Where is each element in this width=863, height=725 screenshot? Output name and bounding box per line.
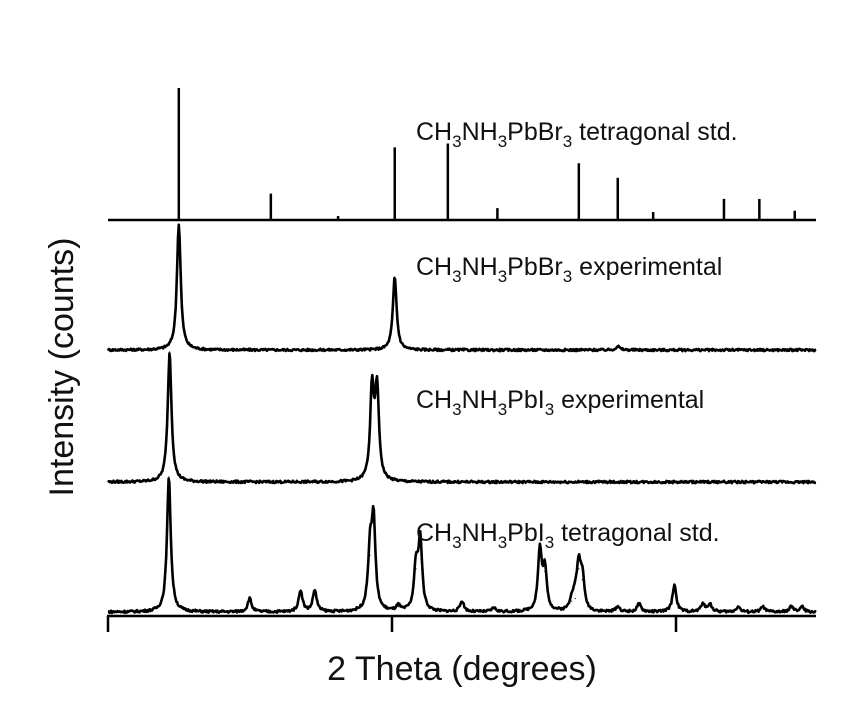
peak-point bbox=[638, 603, 640, 605]
peak-point bbox=[737, 606, 739, 608]
peak-point bbox=[376, 390, 378, 392]
peak-point bbox=[178, 223, 180, 225]
peak-point bbox=[801, 606, 803, 608]
peak-point bbox=[369, 554, 371, 556]
peak-point bbox=[762, 606, 764, 608]
peak-point bbox=[397, 606, 399, 608]
peak-point bbox=[371, 390, 373, 392]
pattern-trace bbox=[107, 352, 817, 485]
label-text: NH bbox=[462, 118, 498, 146]
label-subscript: 3 bbox=[452, 132, 461, 151]
label-subscript: 3 bbox=[563, 267, 572, 286]
label-text: PbI bbox=[507, 519, 545, 547]
peak-point bbox=[709, 603, 711, 605]
label-text: NH bbox=[462, 519, 498, 547]
label-text: NH bbox=[462, 386, 498, 414]
series-label: CH3NH3PbBr3 tetragonal std. bbox=[416, 118, 738, 151]
x-axis-title: 2 Theta (degrees) bbox=[327, 650, 597, 688]
series-label: CH3NH3PbI3 tetragonal std. bbox=[416, 519, 720, 552]
label-text: PbI bbox=[507, 386, 545, 414]
peak-point bbox=[249, 597, 251, 600]
peak-point bbox=[581, 579, 583, 581]
peak-point bbox=[790, 606, 792, 608]
peak-point bbox=[617, 606, 619, 608]
peak-point bbox=[168, 476, 170, 478]
peak-point bbox=[372, 522, 375, 524]
peak-point bbox=[415, 568, 417, 570]
label-subscript: 3 bbox=[498, 267, 507, 286]
peak-point bbox=[299, 589, 302, 592]
peak-point bbox=[617, 345, 619, 347]
label-subscript: 3 bbox=[452, 533, 461, 552]
labels-group: CH3NH3PbBr3 tetragonal std.CH3NH3PbBr3 e… bbox=[416, 118, 738, 552]
label-subscript: 3 bbox=[498, 533, 507, 552]
label-subscript: 3 bbox=[452, 400, 461, 419]
peak-point bbox=[544, 570, 546, 573]
label-text: CH bbox=[416, 253, 452, 281]
label-text: CH bbox=[416, 386, 452, 414]
label-subscript: 3 bbox=[498, 132, 507, 151]
label-text: NH bbox=[462, 253, 498, 281]
peak-point bbox=[571, 600, 573, 602]
label-text: tetragonal std. bbox=[572, 118, 737, 146]
peak-point bbox=[702, 603, 704, 605]
label-text: CH bbox=[416, 118, 452, 146]
peak-point bbox=[168, 351, 171, 353]
label-text: CH bbox=[416, 519, 452, 547]
label-subscript: 3 bbox=[545, 400, 554, 419]
peak-point bbox=[394, 276, 396, 278]
peak-point bbox=[578, 568, 580, 570]
traces-group bbox=[106, 88, 817, 615]
peak-point bbox=[574, 597, 576, 600]
label-subscript: 3 bbox=[498, 400, 507, 419]
pattern-trace bbox=[106, 223, 817, 353]
peak-point bbox=[539, 550, 541, 552]
peak-point bbox=[419, 541, 421, 543]
peak-point bbox=[673, 584, 676, 586]
label-text: tetragonal std. bbox=[554, 519, 719, 547]
peak-point bbox=[314, 589, 316, 592]
label-text: experimental bbox=[572, 253, 722, 281]
x-axis bbox=[106, 614, 816, 632]
y-axis-title: Intensity (counts) bbox=[43, 238, 81, 497]
peak-point bbox=[493, 607, 495, 609]
label-text: PbBr bbox=[507, 118, 563, 146]
peak-point bbox=[461, 600, 463, 602]
series-label: CH3NH3PbBr3 experimental bbox=[416, 253, 722, 286]
series-label: CH3NH3PbI3 experimental bbox=[416, 386, 704, 419]
label-text: experimental bbox=[554, 386, 704, 414]
label-subscript: 3 bbox=[452, 267, 461, 286]
label-text: PbBr bbox=[507, 253, 563, 281]
label-subscript: 3 bbox=[545, 533, 554, 552]
label-subscript: 3 bbox=[563, 132, 572, 151]
